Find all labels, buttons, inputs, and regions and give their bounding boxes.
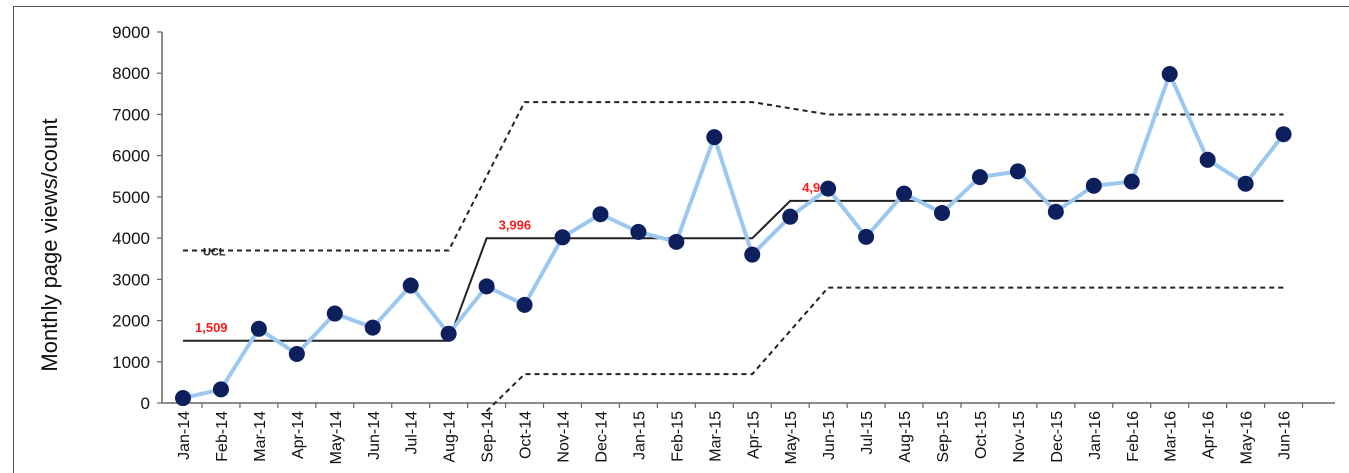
data-series-line <box>182 72 1286 401</box>
x-tick-label: Dec-15 <box>1049 411 1066 463</box>
data-point <box>1085 177 1102 194</box>
y-tick-label: 9000 <box>112 23 150 42</box>
x-tick-label: Dec-14 <box>593 411 610 463</box>
x-tick-label: Mar-16 <box>1163 411 1180 462</box>
x-tick-label: Jul-14 <box>404 411 421 455</box>
x-tick-label: Jun-14 <box>366 411 383 460</box>
x-tick-label: Mar-15 <box>707 411 724 462</box>
data-point <box>250 320 267 337</box>
x-tick-label: May-14 <box>328 411 345 464</box>
data-point <box>782 208 799 225</box>
data-point <box>592 206 609 223</box>
x-tick-label: Aug-14 <box>442 411 459 463</box>
y-tick-label: 4000 <box>112 229 150 248</box>
data-point <box>971 169 988 186</box>
x-tick-label: Apr-16 <box>1201 411 1218 459</box>
x-tick-label: Mar-14 <box>252 411 269 462</box>
data-point <box>288 345 305 362</box>
data-point <box>1275 126 1292 143</box>
y-tick-label: 0 <box>141 394 150 413</box>
y-tick-label: 7000 <box>112 105 150 124</box>
data-point <box>744 246 761 263</box>
data-point <box>1199 151 1216 168</box>
data-point <box>934 204 950 221</box>
y-tick-label: 8000 <box>112 64 150 83</box>
x-tick-label: Jun-15 <box>821 411 838 460</box>
x-tick-label: Jan-16 <box>1087 411 1104 460</box>
chart-frame <box>13 6 1349 473</box>
data-point <box>668 233 685 250</box>
x-tick-label: Aug-15 <box>897 411 914 463</box>
data-point <box>554 229 571 246</box>
data-point <box>516 296 533 313</box>
x-tick-label: Jan-14 <box>176 411 193 460</box>
data-point <box>1161 66 1178 83</box>
x-tick-label: Feb-14 <box>214 411 231 462</box>
ucl-line <box>183 101 1284 252</box>
data-point <box>478 278 495 295</box>
data-point <box>820 180 837 197</box>
x-tick-label: Feb-16 <box>1125 411 1142 462</box>
x-tick-label: Sep-14 <box>480 411 497 463</box>
y-tick-label: 6000 <box>112 147 150 166</box>
data-point <box>364 319 381 336</box>
data-point <box>212 381 229 398</box>
x-tick-label: Sep-15 <box>935 411 952 463</box>
center-line-label: 3,996 <box>499 217 532 232</box>
x-tick-label: Apr-14 <box>290 411 307 459</box>
data-point <box>896 185 913 202</box>
x-tick-label: Oct-14 <box>518 411 535 459</box>
data-point <box>1123 173 1140 190</box>
center-line-label: 1,509 <box>195 320 228 335</box>
x-tick-label: Jun-16 <box>1277 411 1294 460</box>
x-tick-label: Jan-15 <box>631 411 648 460</box>
y-tick-label: 2000 <box>112 312 150 331</box>
x-tick-label: Jul-15 <box>859 411 876 455</box>
center-line <box>183 199 1284 342</box>
data-point <box>858 228 875 245</box>
data-point <box>402 277 419 294</box>
x-tick-label: Apr-15 <box>745 411 762 459</box>
data-point <box>630 223 647 240</box>
lcl-line <box>485 286 1284 412</box>
data-point <box>175 390 191 407</box>
data-point <box>1237 175 1254 192</box>
y-tick-label: 5000 <box>112 188 150 207</box>
y-tick-label: 1000 <box>112 353 150 372</box>
data-point <box>1047 203 1064 220</box>
data-point <box>706 129 723 146</box>
data-point <box>1009 163 1026 180</box>
x-tick-label: May-15 <box>783 411 800 464</box>
ucl-label: UCL <box>203 246 226 258</box>
x-tick-label: Oct-15 <box>973 411 990 459</box>
data-point <box>326 305 343 322</box>
y-tick-label: 3000 <box>112 270 150 289</box>
data-point <box>440 325 457 342</box>
x-tick-label: Feb-15 <box>669 411 686 462</box>
x-tick-label: Nov-15 <box>1011 411 1028 463</box>
x-tick-label: Nov-14 <box>556 411 573 463</box>
x-tick-label: May-16 <box>1239 411 1256 464</box>
